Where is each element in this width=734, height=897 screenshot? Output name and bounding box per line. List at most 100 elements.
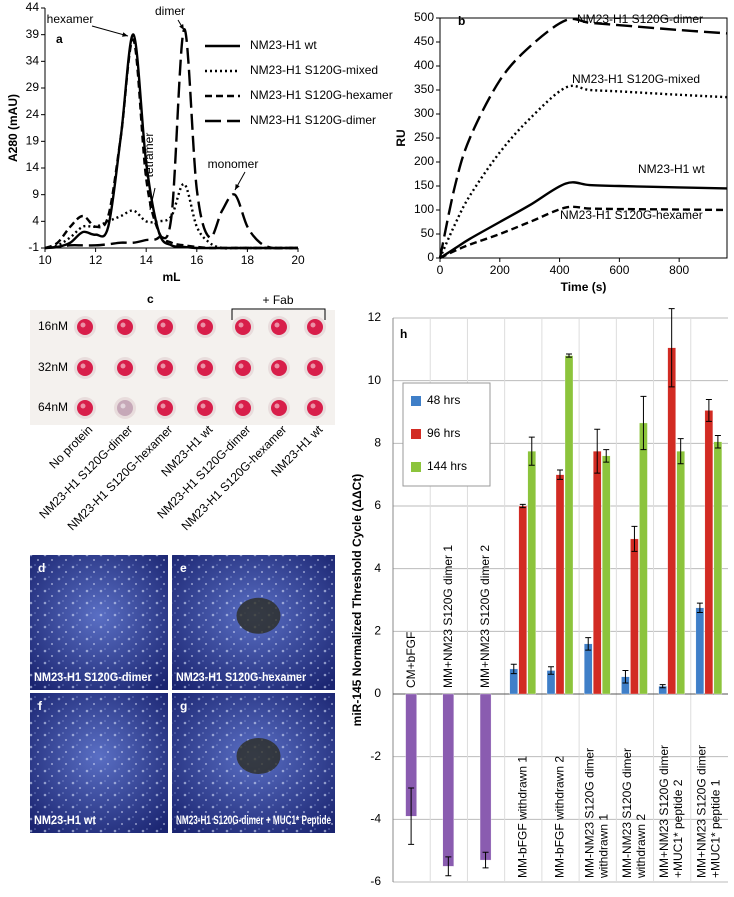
y-tick-label: 350 [414,82,434,96]
y-tick-label: 450 [414,34,434,48]
legend-label: 96 hrs [427,426,460,440]
y-tick-label: 34 [26,54,40,68]
well-shine [160,403,166,409]
x-axis-label: Time (s) [561,280,607,294]
legend-label: NM23-H1 S120G-hexamer [250,88,393,102]
well-shine [310,363,316,369]
bar [518,505,527,695]
bar [584,643,593,695]
error-bar [631,525,638,552]
legend-label: 144 hrs [427,459,467,473]
series-line [438,17,728,259]
x-tick-label-line: MM-NM23 S120G dimer [583,748,597,878]
well [77,360,93,376]
panel-label: a [56,32,63,46]
series-label: NM23-H1 S120G-dimer [577,12,703,26]
y-tick-label: 4 [32,214,39,228]
legend-label: NM23-H1 S120G-dimer [250,113,376,127]
y-tick-label: 12 [368,310,382,324]
bar [602,455,611,695]
y-tick-label: -6 [370,874,381,888]
series-label: NM23-H1 S120G-hexamer [560,208,703,222]
well-shine [160,363,166,369]
y-tick-label: 29 [26,80,40,94]
bar [639,422,648,695]
y-axis-label: RU [394,129,408,146]
annotation: dimer [155,4,185,18]
well [117,319,133,335]
arrow-head [235,184,240,190]
error-bar [408,787,415,845]
error-bar [557,469,563,480]
well-shine [238,403,244,409]
caption: NM23-H1 S120G-dimer [34,670,152,684]
well-shine [200,322,206,328]
well-shine [80,403,86,409]
panel-label: g [180,699,187,713]
x-tick-label: 10 [38,253,52,267]
error-bar [445,856,452,877]
x-tick-label: CM+bFGF [404,632,418,688]
x-tick-label-line: MM+NM23 S120G dimer [657,745,671,878]
well-shine [310,322,316,328]
well [117,360,133,376]
arrow-head [148,204,154,210]
colony [236,738,281,774]
error-bar [677,438,684,465]
legend-label: NM23-H1 wt [250,38,317,52]
legend-swatch [411,462,421,472]
well [271,400,287,416]
x-tick-label-line: withdrawn 1 [597,814,611,879]
x-tick-label-line: +MUC1* peptide 2 [671,779,685,878]
y-tick-label: 19 [26,134,40,148]
bar [667,347,676,695]
series-line [44,28,298,250]
well [235,360,251,376]
well-shine [80,363,86,369]
well-shine [238,363,244,369]
well-shine [274,403,280,409]
legend-swatch [411,429,421,439]
error-bar [714,435,721,449]
error-bar [696,602,703,614]
bar [630,538,639,695]
y-tick-label: 2 [374,624,381,638]
bar [704,410,714,695]
error-bar [528,436,535,466]
well [157,319,173,335]
error-bar [603,449,610,463]
well-shine [120,403,126,409]
x-tick-label: MM-bFGF withdrawn 1 [515,756,529,878]
well [235,319,251,335]
error-bar [594,428,601,474]
y-tick-label: 9 [32,187,39,201]
well-shine [274,322,280,328]
x-tick-label: MM+NM23 S120G dimer 1 [441,545,455,688]
well-shine [310,403,316,409]
well-shine [120,322,126,328]
error-bar [668,308,675,388]
y-tick-label: 24 [26,107,40,121]
bar [593,451,602,695]
well [271,360,287,376]
caption: NM23-H1 wt [34,813,96,827]
bar [527,451,536,695]
error-bar [640,395,647,451]
fab-bracket [231,308,326,320]
x-tick-label: 800 [669,263,689,277]
well [77,400,93,416]
panel-label: e [180,561,187,575]
error-bar [705,398,712,422]
error-bar [585,637,592,651]
y-tick-label: 14 [26,160,40,174]
y-tick-label: 400 [414,58,434,72]
panel-label: b [458,14,465,28]
x-tick-label: MM-NM23 S120G dimerwithdrawn 2 [620,748,648,879]
well [307,319,323,335]
well [307,360,323,376]
x-tick-label: 600 [609,263,629,277]
x-tick-label: 20 [291,253,305,267]
y-tick-label: 200 [414,154,434,168]
error-bar [482,851,489,869]
